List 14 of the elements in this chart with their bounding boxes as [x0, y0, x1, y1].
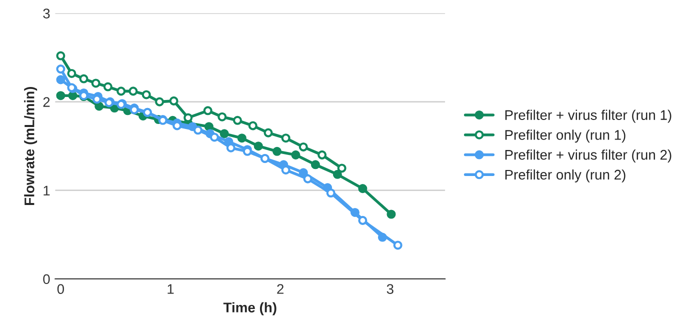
y-tick-label: 0 — [43, 274, 50, 284]
x-tick-label: 1 — [168, 284, 174, 294]
y-tick-label: 1 — [44, 186, 50, 196]
legend-label: Prefilter + virus filter (run 2) — [505, 150, 672, 162]
x-tick-label: 0 — [57, 284, 64, 294]
x-tick-label: 2 — [277, 284, 284, 294]
y-axis-title: Flowrate (mL/min) — [24, 86, 38, 205]
legend-label: Prefilter + virus filter (run 1) — [505, 110, 672, 123]
x-tick-label: 3 — [386, 284, 394, 294]
legend-label: Prefilter only (run 1) — [505, 130, 626, 143]
x-axis-title: Time (h) — [223, 302, 276, 316]
y-tick-label: 3 — [43, 8, 50, 18]
y-tick-label: 2 — [43, 97, 50, 107]
legend-label: Prefilter only (run 2) — [505, 169, 626, 182]
